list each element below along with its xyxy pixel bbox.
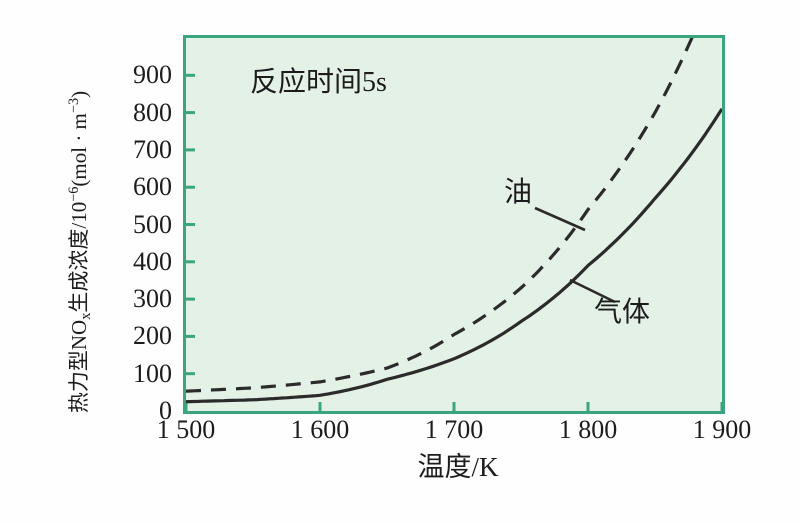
y-tick-label: 300 [133, 284, 172, 314]
gas-curve [186, 108, 722, 404]
y-tick-label: 200 [133, 321, 172, 351]
oil-label-leader-line [534, 206, 586, 232]
y-axis-title-part: ) [66, 90, 91, 98]
gas-label-leader-line [569, 278, 616, 304]
chart-canvas [186, 38, 722, 411]
y-axis-title-superscript: −3 [66, 97, 82, 114]
x-tick-label: 1 600 [290, 415, 350, 444]
x-axis-title: 温度/K [417, 452, 499, 482]
plot-area: 反应时间5s 油 气体 [183, 35, 725, 414]
y-tick-label: 600 [133, 172, 172, 202]
y-axis-title-part: (mol · m [66, 113, 91, 187]
y-tick-label: 800 [133, 97, 172, 127]
y-axis-title: 热力型NOx生成浓度/10−6(mol · m−3) [59, 40, 94, 464]
series-label-gas: 气体 [594, 297, 651, 328]
y-tick-label: 700 [133, 134, 172, 164]
y-tick-label: 900 [133, 60, 172, 90]
y-axis-title-subscript: x [77, 312, 94, 320]
y-tick-label: 0 [159, 396, 172, 425]
y-axis-title-superscript: −6 [66, 186, 82, 202]
y-axis-title-part: 热力型NO [66, 319, 91, 414]
x-tick-label: 1 700 [424, 415, 484, 444]
oil-curve [186, 38, 694, 393]
x-tick-label: 1 800 [558, 415, 618, 444]
x-tick-label: 1 500 [156, 415, 216, 444]
x-tick-label: 1 900 [692, 415, 752, 444]
y-axis-title-part: 生成浓度/10 [66, 201, 91, 313]
y-tick-label: 100 [133, 358, 172, 388]
y-tick-label: 400 [133, 246, 172, 276]
y-tick-label: 500 [133, 209, 172, 239]
reaction-time-annotation: 反应时间5s [250, 67, 387, 98]
series-label-oil: 油 [504, 177, 533, 208]
